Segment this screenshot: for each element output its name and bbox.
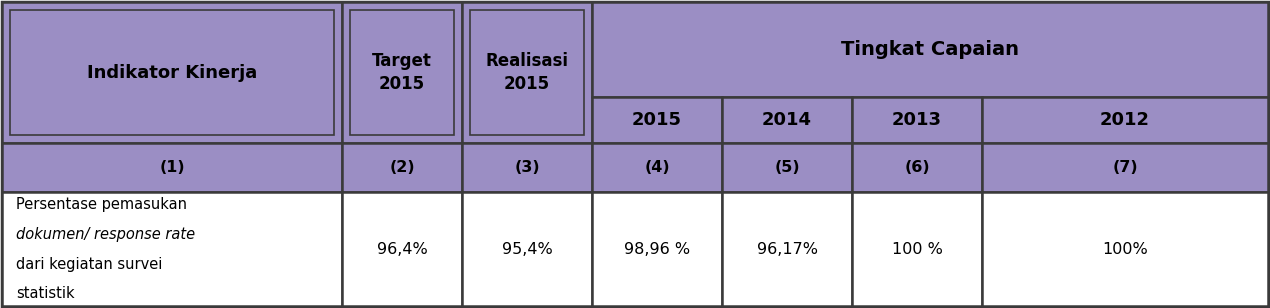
Text: (7): (7)	[1113, 160, 1138, 175]
Bar	[592, 97, 723, 143]
Bar	[723, 143, 852, 192]
Text: (5): (5)	[775, 160, 800, 175]
Text: dokumen/ response rate: dokumen/ response rate	[17, 226, 196, 241]
Bar	[592, 143, 723, 192]
Bar	[462, 2, 592, 143]
Text: Indikator Kinerja: Indikator Kinerja	[86, 63, 257, 82]
Text: 2014: 2014	[762, 111, 812, 129]
Bar	[852, 97, 982, 143]
Bar	[982, 192, 1267, 306]
Bar	[982, 97, 1267, 143]
Bar	[852, 192, 982, 306]
Text: (3): (3)	[514, 160, 540, 175]
Text: 95,4%: 95,4%	[502, 241, 552, 257]
Bar	[723, 97, 852, 143]
Bar	[592, 2, 1267, 97]
Text: Tingkat Capaian: Tingkat Capaian	[841, 40, 1019, 59]
Bar	[342, 143, 462, 192]
Text: Persentase pemasukan: Persentase pemasukan	[17, 197, 187, 212]
Text: 98,96 %: 98,96 %	[624, 241, 690, 257]
Bar	[470, 10, 584, 135]
Text: 2013: 2013	[892, 111, 942, 129]
Text: dari kegiatan survei: dari kegiatan survei	[17, 257, 163, 271]
Text: (6): (6)	[904, 160, 930, 175]
Bar	[462, 192, 592, 306]
Bar	[342, 192, 462, 306]
Text: 2015: 2015	[632, 111, 682, 129]
Bar	[3, 192, 342, 306]
Text: 96,4%: 96,4%	[377, 241, 428, 257]
Text: (2): (2)	[389, 160, 415, 175]
Text: 100%: 100%	[1102, 241, 1148, 257]
Bar	[852, 143, 982, 192]
Bar	[723, 192, 852, 306]
Bar	[10, 10, 334, 135]
Text: Target
2015: Target 2015	[372, 52, 432, 93]
Bar	[592, 192, 723, 306]
Text: (4): (4)	[644, 160, 669, 175]
Text: (1): (1)	[159, 160, 185, 175]
Bar	[351, 10, 453, 135]
Text: Realisasi
2015: Realisasi 2015	[485, 52, 569, 93]
Text: 2012: 2012	[1100, 111, 1151, 129]
Bar	[3, 2, 342, 143]
Text: 100 %: 100 %	[892, 241, 942, 257]
Bar	[342, 2, 462, 143]
Text: statistik: statistik	[17, 286, 75, 302]
Bar	[3, 143, 342, 192]
Bar	[982, 143, 1267, 192]
Text: 96,17%: 96,17%	[757, 241, 818, 257]
Bar	[462, 143, 592, 192]
